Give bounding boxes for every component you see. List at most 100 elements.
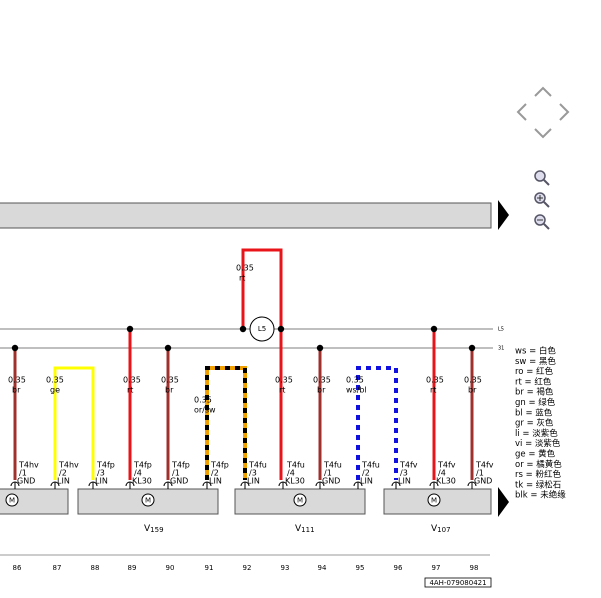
wire-size: 0.35 (194, 396, 212, 405)
wire-color: ge (50, 386, 60, 395)
connector-function: GND (17, 477, 35, 486)
connector-name: T4fp (96, 461, 115, 470)
component-number: 111 (301, 526, 314, 534)
junction (239, 325, 247, 333)
legend-entry: br = 褐色 (515, 387, 554, 398)
legend-entry: sw = 黑色 (515, 356, 556, 367)
bus-label: 31 (498, 346, 504, 352)
connector-name: T4fp (171, 461, 190, 470)
column-number: 89 (128, 564, 137, 572)
component-number: 107 (437, 526, 450, 534)
connector-function: LIN (247, 477, 260, 486)
wire-color: rt (279, 386, 285, 395)
legend-entry: blk = 未绝缘 (515, 490, 566, 501)
column-number: 86 (13, 564, 22, 572)
connector-function: GND (474, 477, 492, 486)
component-label: V159 (144, 524, 164, 535)
splice-label: L5 (258, 325, 266, 333)
motor (427, 493, 441, 507)
continue-arrow (498, 487, 509, 517)
connector-pin: /2 (211, 469, 219, 478)
column-number: 94 (318, 564, 327, 572)
zoom-fit[interactable] (534, 170, 550, 186)
legend-entry: rt = 红色 (515, 376, 552, 387)
zoom-out[interactable] (534, 214, 550, 230)
motor-label: M (431, 497, 437, 505)
wire (241, 248, 283, 480)
connector-function: KL30 (132, 477, 152, 486)
component-label: V107 (431, 524, 451, 535)
motor (141, 493, 155, 507)
connector-function: LIN (360, 477, 373, 486)
component-number: 159 (150, 526, 163, 534)
motor (293, 493, 307, 507)
connector-function: LIN (398, 477, 411, 486)
wire-size: 0.35 (236, 264, 254, 273)
wire-size: 0.35 (275, 376, 293, 385)
connector-pin: /2 (59, 469, 67, 478)
connector-pin: /3 (249, 469, 257, 478)
zoom-controls[interactable] (534, 170, 550, 230)
pan-down[interactable] (534, 128, 552, 139)
column-number: 93 (281, 564, 290, 572)
navigation[interactable] (516, 86, 570, 139)
wire-color: rt (239, 274, 245, 283)
junction (11, 344, 19, 352)
column-number: 97 (432, 564, 441, 572)
wire-size: 0.35 (46, 376, 64, 385)
bus-label: L5 (498, 327, 504, 333)
wire-color: br (468, 386, 477, 395)
column-number: 90 (166, 564, 175, 572)
pan-right[interactable] (559, 103, 570, 121)
legend-entry: or = 橘黄色 (515, 459, 562, 470)
legend-entry: li = 淡紫色 (515, 428, 558, 439)
column-number: 96 (394, 564, 403, 572)
pan-left[interactable] (516, 103, 527, 121)
wire-size: 0.35 (464, 376, 482, 385)
legend-entry: ro = 红色 (515, 366, 554, 377)
wire-color: ws/bl (346, 386, 367, 395)
legend-entry: tk = 绿松石 (515, 479, 561, 490)
legend-entry: gn = 绿色 (515, 397, 556, 408)
connector-name: T4hv (18, 461, 39, 470)
component-letter: V (295, 524, 302, 534)
connector-name: T4fv (399, 461, 418, 470)
motor-label: M (297, 497, 303, 505)
connector-name: T4fv (475, 461, 494, 470)
zoom-in[interactable] (534, 192, 550, 208)
component-letter: V (431, 524, 438, 534)
connector-pin: /2 (362, 469, 370, 478)
connector-pin: /1 (172, 469, 180, 478)
junction (316, 344, 324, 352)
legend-entry: ge = 黄色 (515, 449, 556, 460)
connector-name: T4hv (58, 461, 79, 470)
junction (126, 325, 134, 333)
connector-function: LIN (57, 477, 70, 486)
connector-function: LIN (209, 477, 222, 486)
connector-function: KL30 (285, 477, 305, 486)
legend-entry: bl = 蓝色 (515, 407, 553, 418)
pan-up[interactable] (534, 86, 552, 97)
column-number: 92 (243, 564, 252, 572)
connector-pin: /4 (287, 469, 295, 478)
connector-name: T4fp (133, 461, 152, 470)
connector-pin: /1 (476, 469, 484, 478)
motor-label: M (145, 497, 151, 505)
motor-label: M (9, 497, 15, 505)
connector-name: T4fu (361, 461, 380, 470)
column-number: 91 (205, 564, 214, 572)
column-number: 88 (91, 564, 100, 572)
wire-size: 0.35 (313, 376, 331, 385)
connector-pin: /3 (97, 469, 105, 478)
connector-pin: /1 (19, 469, 27, 478)
column-number: 87 (53, 564, 62, 572)
connector-function: GND (322, 477, 340, 486)
motor (5, 493, 19, 507)
wire-color: rt (127, 386, 133, 395)
connector-function: LIN (95, 477, 108, 486)
connector-pin: /1 (324, 469, 332, 478)
wire-size: 0.35 (426, 376, 444, 385)
continue-arrow (498, 200, 509, 230)
column-number: 95 (356, 564, 365, 572)
connector-function: GND (170, 477, 188, 486)
